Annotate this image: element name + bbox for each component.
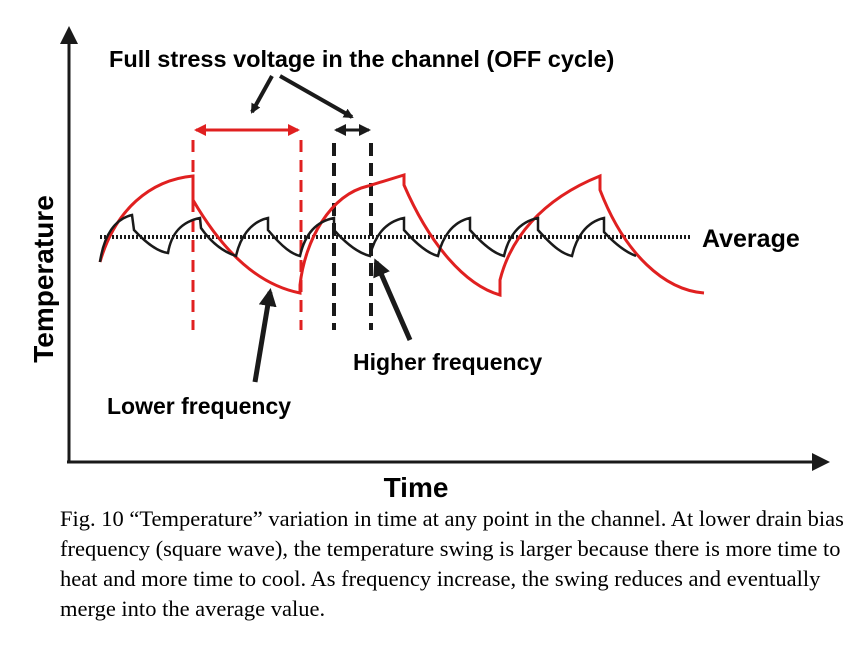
lower-frequency-label: Lower frequency [107, 393, 291, 419]
low-frequency-temperature-curve [98, 172, 705, 297]
lower-frequency-pointer [252, 288, 277, 383]
annotation-pointer-arrow [250, 75, 274, 114]
top-annotation: Full stress voltage in the channel (OFF … [109, 46, 614, 72]
figure-caption: Fig. 10 “Temperature” variation in time … [60, 506, 844, 621]
average-label: Average [702, 225, 800, 253]
annotation-pointer-arrow [279, 74, 354, 119]
higher-frequency-label: Higher frequency [353, 349, 542, 375]
y-axis-label: Temperature [28, 195, 59, 363]
x-axis-label: Time [384, 472, 449, 503]
high-frequency-temperature-curve [98, 213, 637, 263]
higher-frequency-pointer [373, 258, 413, 341]
